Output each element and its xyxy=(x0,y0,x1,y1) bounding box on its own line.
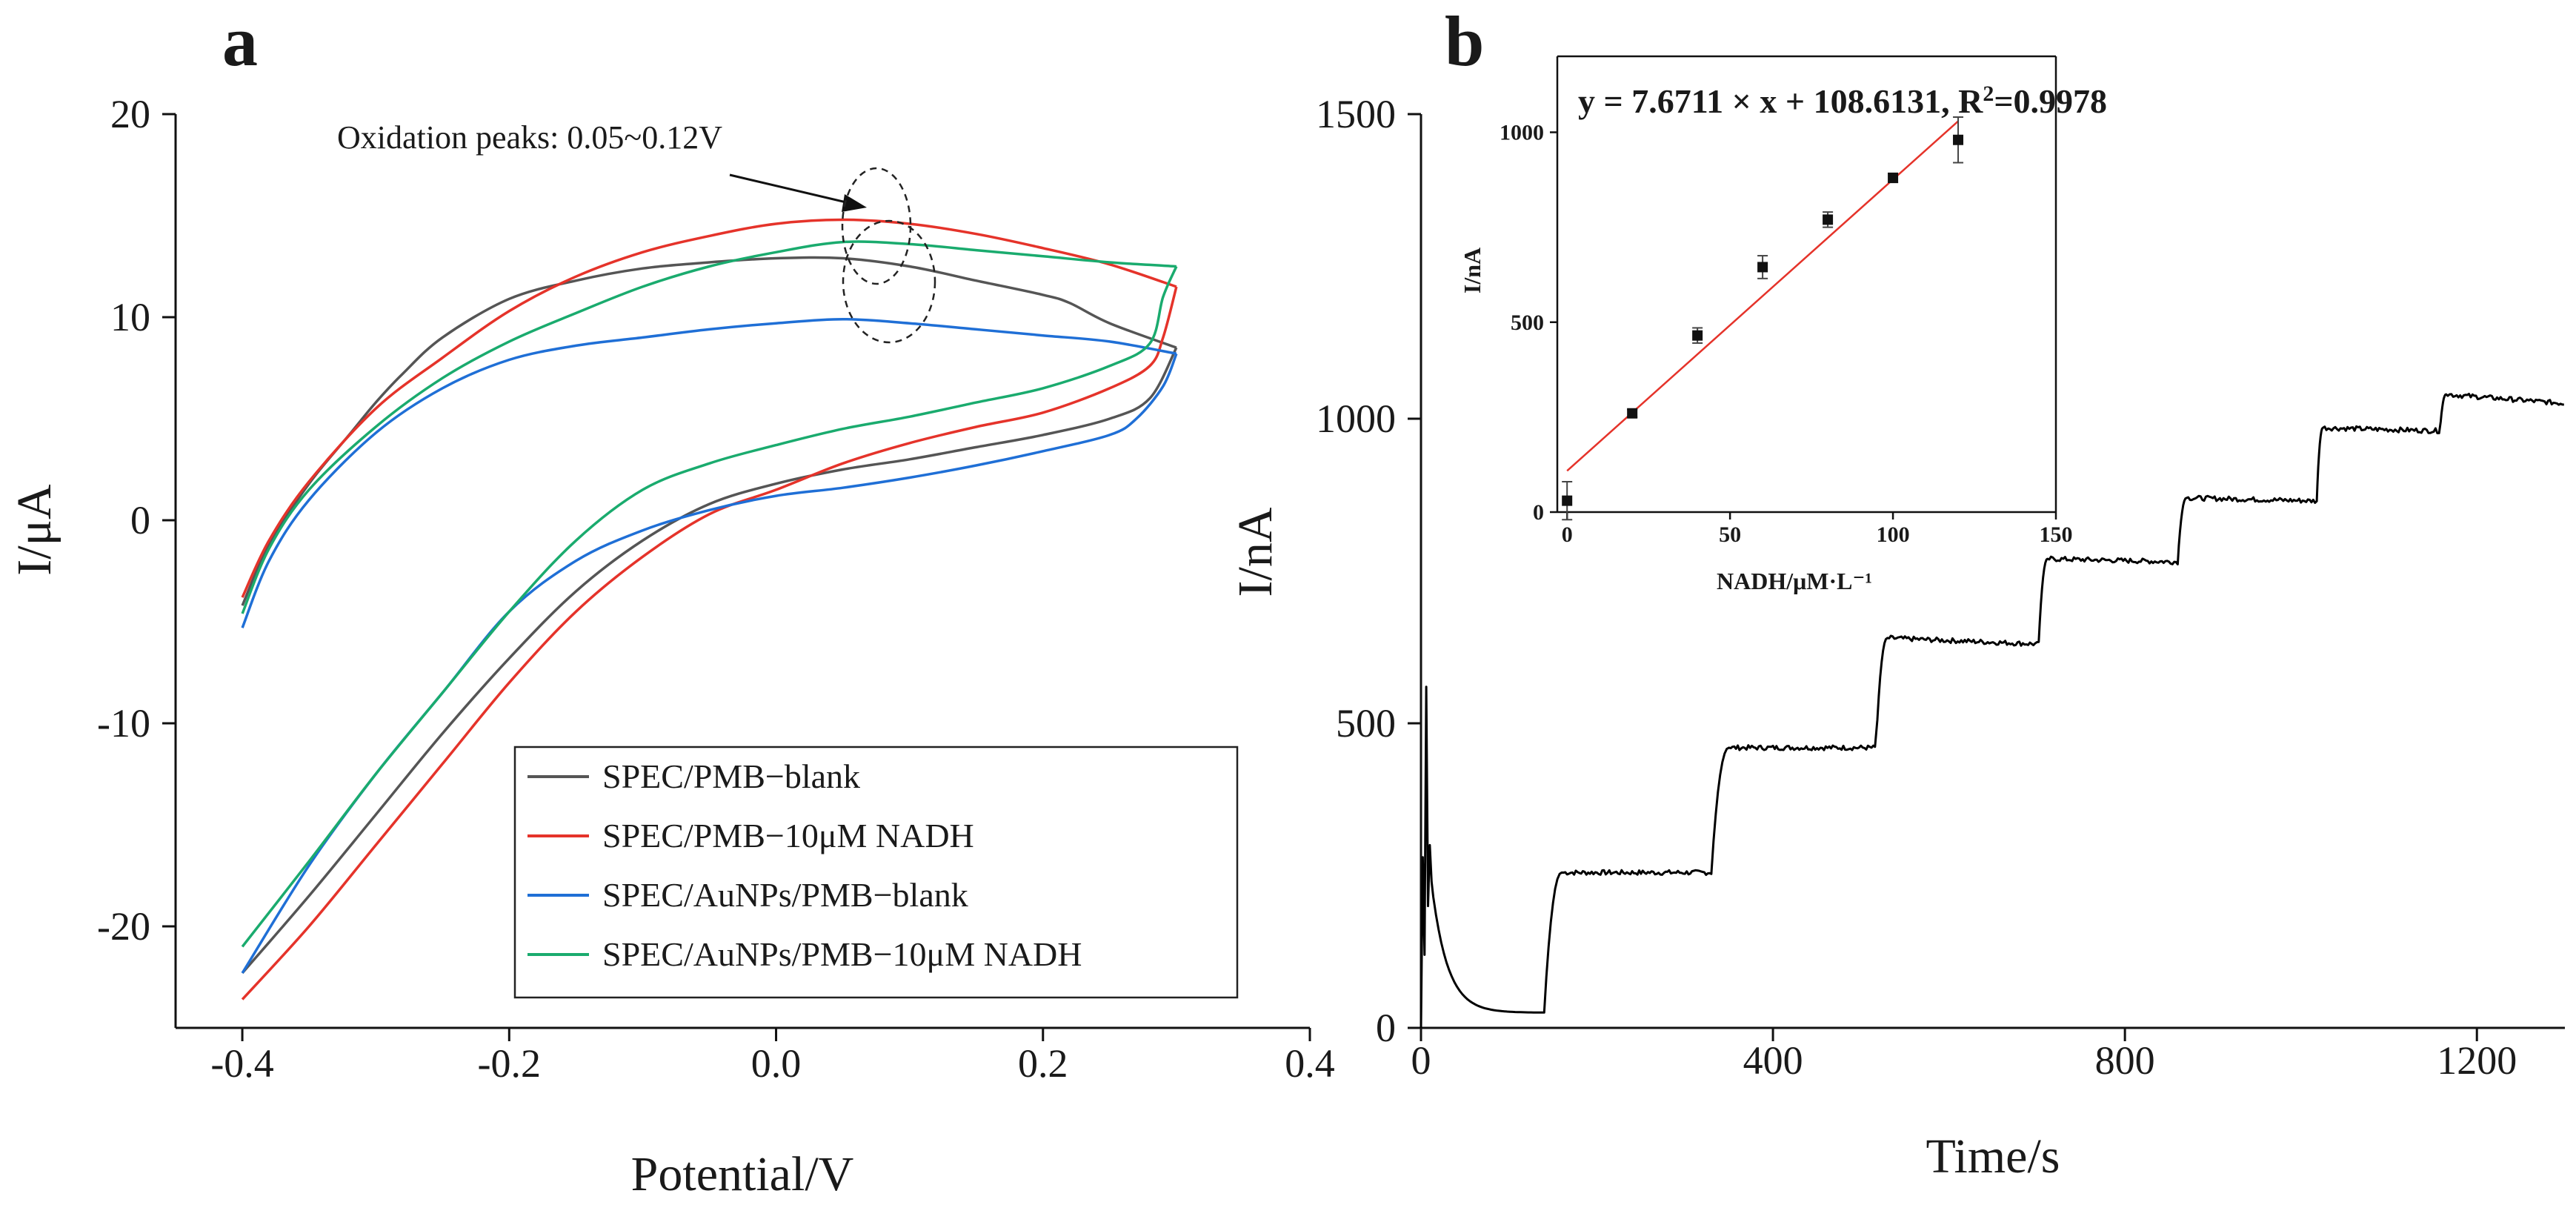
amperometric-trace xyxy=(1420,393,2564,1029)
legend-label-aunps-pmb-blank: SPEC/AuNPs/PMB−blank xyxy=(602,876,968,914)
panel-a-legend: SPEC/PMB−blank SPEC/PMB−10μM NADH SPEC/AuN… xyxy=(513,746,1239,999)
y-tick-label: 1500 xyxy=(1316,92,1396,136)
inset-point xyxy=(1888,173,1899,183)
inset-point xyxy=(1953,134,1964,145)
panel-a-y-axis-label: I/μA xyxy=(7,484,61,576)
legend-label-aunps-pmb-nadh: SPEC/AuNPs/PMB−10μM NADH xyxy=(602,935,1082,973)
inset-x-axis-label: NADH/μM·L⁻¹ xyxy=(1717,568,1872,594)
panel-b-x-axis-label: Time/s xyxy=(1926,1129,2060,1184)
x-tick-label: 100 xyxy=(1877,522,1910,547)
legend-box xyxy=(513,746,1239,999)
x-tick-label: 150 xyxy=(2040,522,2073,547)
calibration-inset: 0 50 100 150 0 500 1000 y = 7.6711 × x + 108.6… xyxy=(1459,55,2107,594)
panel-b-axes xyxy=(1420,114,2565,1029)
y-tick-label: 0 xyxy=(130,498,150,542)
peak-ellipse-lower xyxy=(842,219,936,344)
annotation-arrowhead xyxy=(842,194,867,212)
x-tick-label: -0.2 xyxy=(478,1041,541,1086)
x-tick-label: 400 xyxy=(1743,1038,1803,1083)
inset-point xyxy=(1627,408,1638,419)
x-tick-label: 50 xyxy=(1719,522,1741,547)
legend-label-pmb-blank: SPEC/PMB−blank xyxy=(602,757,860,795)
x-tick-label: 0 xyxy=(1411,1038,1431,1083)
inset-point xyxy=(1562,495,1573,506)
annotation-arrow-line xyxy=(729,173,856,206)
x-tick-label: 1200 xyxy=(2437,1038,2517,1083)
oxidation-peaks-label: Oxidation peaks: 0.05~0.12V xyxy=(337,119,722,156)
inset-ticks: 0 50 100 150 0 500 1000 xyxy=(1500,121,2073,548)
fit-equation: y = 7.6711 × x + 108.6131, R2=0.9978 xyxy=(1578,82,2107,121)
x-tick-label: -0.4 xyxy=(210,1041,273,1086)
panel-b-amperometric-curve xyxy=(1420,393,2564,1029)
panel-a-curves xyxy=(241,218,1178,1000)
inset-y-axis-label: I/nA xyxy=(1459,248,1485,293)
y-tick-label: 1000 xyxy=(1500,121,1544,145)
y-tick-label: 10 xyxy=(110,295,150,339)
legend-label-pmb-nadh: SPEC/PMB−10μM NADH xyxy=(602,817,974,854)
x-tick-label: 0.0 xyxy=(751,1041,802,1086)
y-tick-label: -20 xyxy=(97,904,150,949)
inset-point xyxy=(1692,330,1703,341)
y-tick-label: 0 xyxy=(1376,1006,1396,1050)
panel-a-ticks: -0.4 -0.2 0.0 0.2 0.4 -20 -10 0 10 20 xyxy=(97,92,1335,1086)
inset-points xyxy=(1562,116,1964,521)
cv-curve-aunps-pmb-blank-forward xyxy=(241,317,1177,628)
x-tick-label: 0.2 xyxy=(1018,1041,1068,1086)
peak-ellipse-upper xyxy=(841,167,912,285)
y-tick-label: 20 xyxy=(110,92,150,136)
panel-a-label: a xyxy=(222,1,258,81)
x-tick-label: 0 xyxy=(1562,522,1573,547)
oxidation-peak-annotation: Oxidation peaks: 0.05~0.12V xyxy=(337,119,936,344)
cv-curve-aunps-pmb-nadh-reverse xyxy=(241,265,1178,948)
y-tick-label: 500 xyxy=(1511,311,1544,335)
y-tick-label: 500 xyxy=(1336,701,1396,746)
y-tick-label: 0 xyxy=(1533,500,1544,525)
cv-curve-aunps-pmb-nadh-forward xyxy=(241,240,1177,614)
x-tick-label: 800 xyxy=(2095,1038,2155,1083)
cv-curve-pmb-blank-reverse xyxy=(241,347,1178,975)
y-tick-label: 1000 xyxy=(1316,396,1396,441)
panel-a-axes xyxy=(174,114,1310,1029)
inset-point xyxy=(1757,262,1768,273)
cv-curve-pmb-blank-forward xyxy=(241,256,1177,606)
cv-curve-pmb-nadh-forward xyxy=(241,218,1177,598)
x-tick-label: 0.4 xyxy=(1285,1041,1335,1086)
panel-b-label: b xyxy=(1445,1,1484,81)
inset-background xyxy=(1482,56,2056,512)
panel-b-y-axis-label: I/nA xyxy=(1228,507,1282,597)
panel-a-x-axis-label: Potential/V xyxy=(631,1147,854,1201)
legend-items: SPEC/PMB−blank SPEC/PMB−10μM NADH SPEC/AuN… xyxy=(527,757,1082,973)
panel-a: a -0.4 -0.2 0.0 0.2 0.4 -20 -10 0 10 20 Potential… xyxy=(7,1,1335,1201)
inset-point xyxy=(1823,214,1834,225)
y-tick-label: -10 xyxy=(97,701,150,746)
